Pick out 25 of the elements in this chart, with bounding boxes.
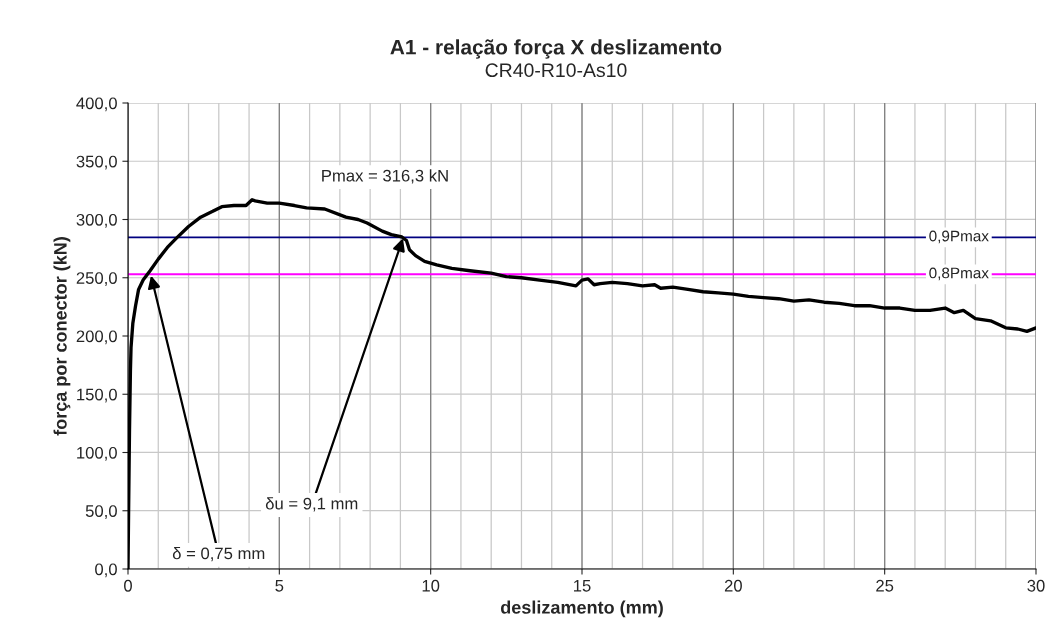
y-tick-label: 0,0 bbox=[95, 563, 117, 578]
x-axis-title: deslizamento (mm) bbox=[500, 600, 663, 618]
x-tick-label: 10 bbox=[422, 579, 440, 592]
y-tick-label: 100,0 bbox=[77, 446, 117, 461]
x-tick-label: 20 bbox=[724, 579, 742, 592]
annotation: δu = 9,1 mm bbox=[265, 497, 358, 512]
annotation: Pmax = 316,3 kN bbox=[322, 169, 448, 184]
y-tick-label: 300,0 bbox=[76, 213, 117, 228]
x-tick-label: 15 bbox=[574, 580, 591, 592]
ref-line-label: 0,9Pmax bbox=[929, 230, 989, 244]
x-tick-label: 25 bbox=[876, 579, 894, 592]
y-tick-label: 150,0 bbox=[77, 388, 117, 403]
chart-title: A1 - relação força X deslizamento bbox=[390, 39, 722, 59]
x-tick-label: 30 bbox=[1027, 579, 1045, 592]
y-tick-label: 50,0 bbox=[85, 505, 117, 519]
y-tick-label: 350,0 bbox=[76, 155, 117, 170]
x-tick-label: 5 bbox=[275, 580, 284, 592]
annotation: δ = 0,75 mm bbox=[172, 547, 265, 562]
y-tick-label: 200,0 bbox=[76, 330, 117, 345]
y-tick-label: 400,0 bbox=[76, 97, 117, 112]
x-tick-label: 0 bbox=[124, 579, 132, 592]
y-tick-label: 250,0 bbox=[76, 272, 117, 286]
y-axis-title: força por conector (kN) bbox=[53, 237, 71, 436]
ref-line-label: 0,8Pmax bbox=[929, 267, 989, 281]
chart-subtitle: CR40-R10-As10 bbox=[485, 63, 627, 78]
